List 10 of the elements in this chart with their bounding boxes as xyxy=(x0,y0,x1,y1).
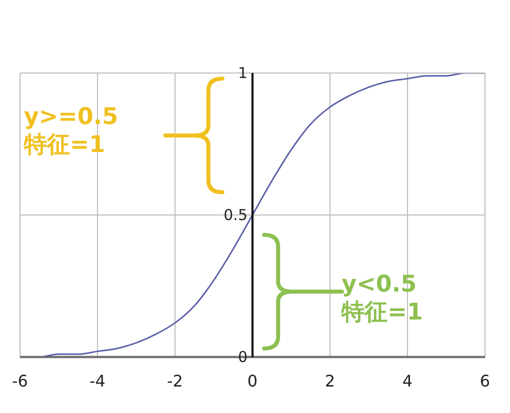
y-tick-label: 0.5 xyxy=(224,206,248,224)
annotation: y>=0.5 特征=1 xyxy=(22,104,118,158)
x-tick-label: -2 xyxy=(167,371,183,390)
x-tick-label: 6 xyxy=(480,371,490,390)
y-tick-label: 1 xyxy=(238,64,248,82)
x-tick-label: -4 xyxy=(90,371,106,390)
annotation: y<0.5 特征=1 xyxy=(340,272,423,326)
x-tick-label: 4 xyxy=(402,371,413,390)
x-tick-label: -6 xyxy=(12,371,28,390)
x-tick-label: 2 xyxy=(324,371,336,390)
